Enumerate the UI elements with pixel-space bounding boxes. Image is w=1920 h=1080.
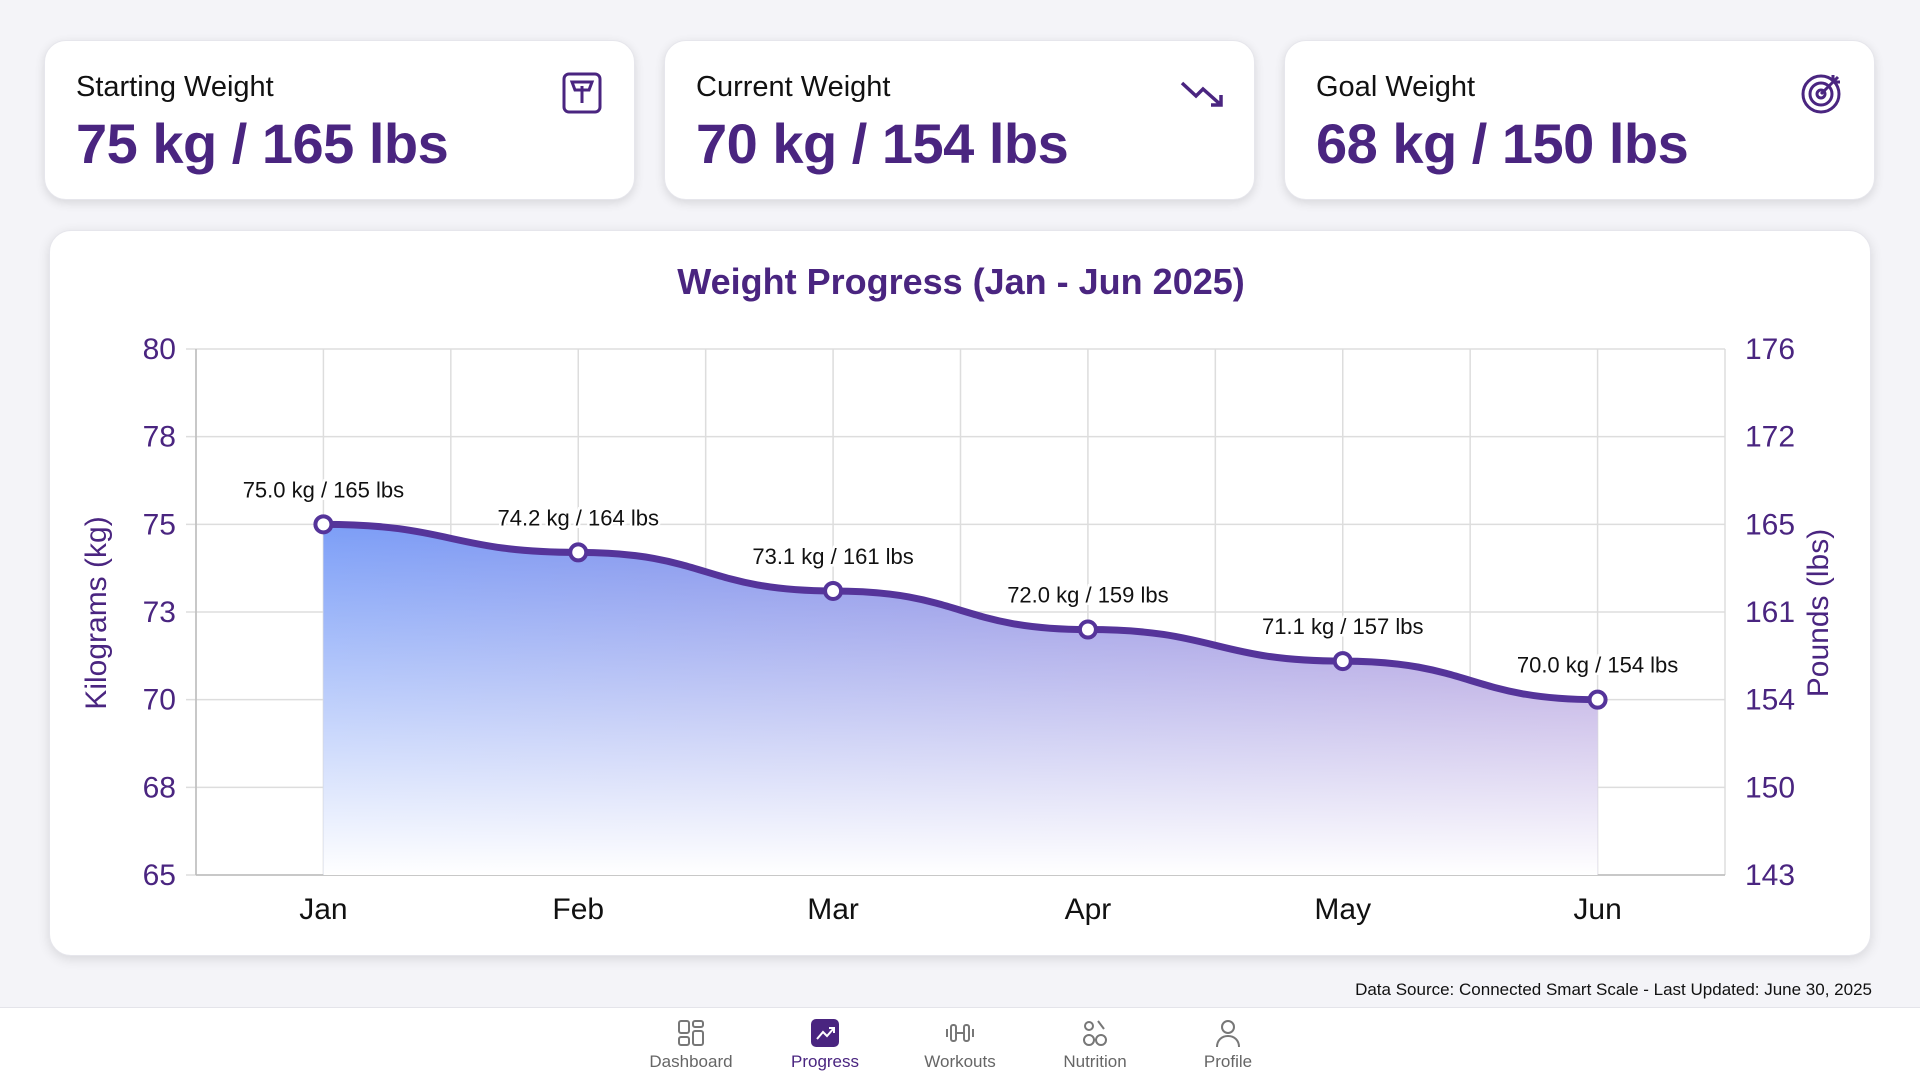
data-label: 71.1 kg / 157 lbs [1262,614,1423,639]
y2-tick-label: 176 [1745,333,1795,366]
nutrition-icon [1083,1020,1107,1046]
y2-tick-label: 150 [1745,771,1795,804]
nav-profile[interactable]: Profile [1168,1018,1288,1072]
y2-tick-label: 172 [1745,421,1795,454]
card-value: 75 kg / 165 lbs [76,112,449,175]
y-tick-label: 68 [143,771,176,804]
card-label: Goal Weight [1316,71,1476,103]
x-tick-label: Mar [807,893,859,926]
data-label: 73.1 kg / 161 lbs [752,544,913,569]
data-label: 72.0 kg / 159 lbs [1007,583,1168,608]
starting-weight-card: Starting Weight 75 kg / 165 lbs [44,40,635,200]
card-label: Starting Weight [76,71,274,103]
data-point[interactable] [313,514,334,535]
y2-tick-label: 143 [1745,859,1795,892]
data-label: 74.2 kg / 164 lbs [498,505,659,530]
y2-axis-label: Pounds (lbs) [1802,529,1835,697]
y-tick-label: 75 [143,508,176,541]
x-tick-label: Jan [299,893,347,926]
y-tick-label: 65 [143,859,176,892]
y-tick-label: 80 [143,333,176,366]
goal-weight-card: Goal Weight 68 kg / 150 lbs [1284,40,1875,200]
progress-icon [811,1019,839,1047]
y-tick-label: 78 [143,421,176,454]
chart-title: Weight Progress (Jan - Jun 2025) [677,261,1245,302]
series-line [323,520,1598,704]
area-fade [323,524,1598,875]
trending-down-icon [1180,81,1223,107]
target-icon [1801,74,1841,114]
data-label: 70.0 kg / 154 lbs [1517,653,1678,678]
nav-label: Nutrition [1063,1052,1127,1071]
profile-icon [1216,1020,1240,1048]
data-label: 75.0 kg / 165 lbs [243,477,404,502]
x-tick-label: Apr [1065,893,1112,926]
x-tick-label: Jun [1573,893,1621,926]
x-tick-label: Feb [552,893,604,926]
y2-tick-label: 154 [1745,684,1795,717]
current-weight-card: Current Weight 70 kg / 154 lbs [664,40,1255,200]
y2-tick-label: 165 [1745,508,1795,541]
nav-label: Progress [790,1052,860,1071]
bottom-nav: Dashboard Progress Workouts Nutrition Pr… [0,1007,1920,1080]
nav-dashboard[interactable]: Dashboard [631,1018,751,1072]
y-axis-label: Kilograms (kg) [80,516,113,709]
dashboard-icon [678,1020,704,1046]
nav-progress[interactable]: Progress [765,1018,885,1072]
nav-label: Dashboard [649,1052,733,1071]
x-tick-label: May [1314,893,1371,926]
weight-chart-card: Weight Progress (Jan - Jun 2025) 80 176 78… [49,230,1871,956]
data-source-note: Data Source: Connected Smart Scale - Las… [1355,980,1872,999]
nav-workouts[interactable]: Workouts [900,1018,1020,1072]
data-point[interactable] [823,580,844,601]
y-tick-label: 73 [143,596,176,629]
dumbbell-icon [946,1024,974,1042]
y2-tick-label: 161 [1745,596,1795,629]
scale-icon [562,72,602,114]
nav-label: Profile [1203,1052,1253,1071]
data-point[interactable] [568,542,589,563]
y-tick-label: 70 [143,684,176,717]
data-point[interactable] [1587,689,1608,710]
card-label: Current Weight [696,71,891,103]
data-point[interactable] [1077,619,1098,640]
card-value: 70 kg / 154 lbs [696,112,1069,175]
card-value: 68 kg / 150 lbs [1316,112,1689,175]
nav-label: Workouts [924,1052,996,1071]
data-point[interactable] [1332,651,1353,672]
nav-nutrition[interactable]: Nutrition [1035,1018,1155,1072]
weight-chart: Weight Progress (Jan - Jun 2025) 80 176 78… [80,261,1835,926]
